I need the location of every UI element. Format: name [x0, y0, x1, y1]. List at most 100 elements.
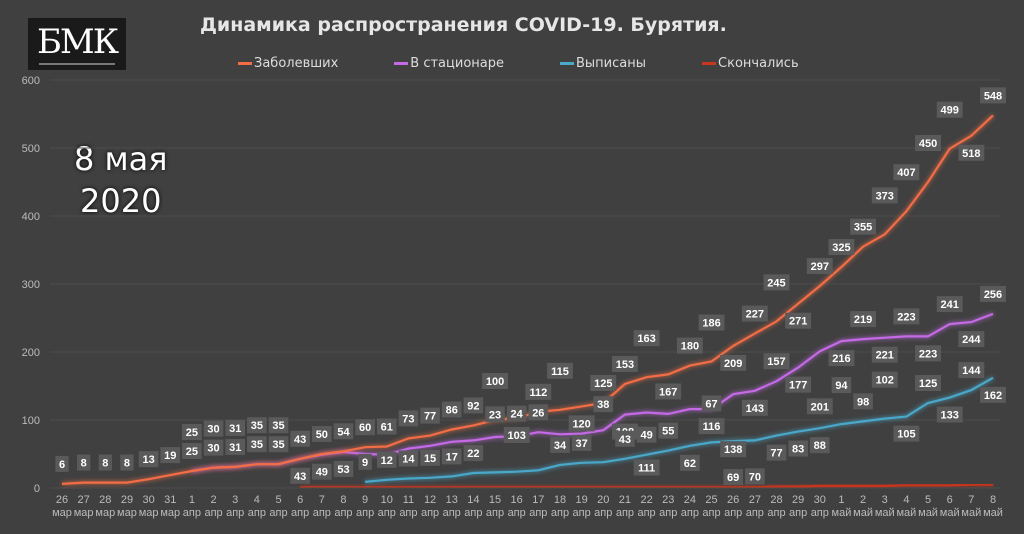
- date-line-1: 8 мая: [74, 140, 168, 178]
- data-label-box: [593, 396, 614, 413]
- x-tick-day: 8: [990, 494, 996, 506]
- data-label-text: 221: [876, 350, 894, 362]
- data-label-box: [871, 187, 898, 204]
- x-tick-month: апр: [637, 507, 655, 519]
- y-tick-label: 100: [22, 415, 40, 427]
- x-tick-month: апр: [248, 507, 266, 519]
- data-label-text: 54: [337, 426, 350, 438]
- data-label: 19: [160, 447, 181, 464]
- legend-swatch: [702, 62, 717, 65]
- x-tick-day: 6: [297, 494, 303, 506]
- data-label-text: 100: [486, 376, 504, 388]
- data-label-text: 43: [294, 471, 306, 483]
- data-label: 50: [312, 426, 332, 442]
- legend-item: Заболевших: [238, 56, 338, 71]
- data-label-text: 38: [597, 399, 609, 411]
- data-label-box: [247, 436, 267, 453]
- x-tick-day: 26: [56, 494, 68, 506]
- data-label-box: [853, 393, 873, 410]
- legend-label: В стационаре: [410, 56, 504, 71]
- data-label-box: [655, 383, 682, 400]
- data-label: 241: [936, 296, 963, 313]
- x-tick-day: 15: [489, 494, 501, 506]
- data-label-box: [463, 445, 484, 462]
- data-label-box: [658, 422, 679, 439]
- x-tick-month: апр: [399, 507, 417, 519]
- x-tick-month: апр: [356, 507, 374, 519]
- data-label-text: 241: [941, 299, 959, 311]
- data-label-box: [138, 451, 159, 468]
- data-label-box: [633, 459, 660, 476]
- data-label-box: [936, 406, 963, 423]
- data-label-box: [77, 454, 91, 471]
- x-tick-day: 11: [403, 494, 414, 506]
- data-label-text: 227: [746, 309, 764, 321]
- data-label: 450: [915, 135, 941, 151]
- x-tick-month: май: [940, 507, 960, 519]
- data-label-box: [441, 448, 462, 465]
- data-label-box: [871, 346, 898, 363]
- data-label: 70: [745, 468, 765, 485]
- data-label-text: 13: [142, 454, 154, 466]
- data-label-text: 50: [316, 429, 328, 441]
- data-label-text: 144: [962, 365, 981, 377]
- x-tick-month: апр: [334, 507, 352, 519]
- data-label-box: [290, 430, 310, 447]
- chart-title: Динамика распространения COVID-19. Бурят…: [200, 14, 727, 36]
- data-label: 94: [831, 377, 852, 394]
- data-label-box: [915, 345, 941, 362]
- data-label-text: 23: [489, 409, 501, 421]
- data-label-text: 25: [186, 427, 198, 439]
- x-tick-month: апр: [573, 507, 591, 519]
- x-tick-day: 27: [78, 494, 90, 506]
- data-label: 17: [441, 448, 462, 465]
- data-label-box: [915, 375, 941, 391]
- x-tick-month: апр: [811, 507, 829, 519]
- data-label-box: [420, 407, 440, 424]
- x-tick-month: май: [983, 507, 1003, 519]
- series-line: [191, 312, 994, 473]
- data-label-text: 67: [705, 398, 717, 410]
- data-label-box: [958, 144, 985, 161]
- logo-mark: БМК: [36, 21, 119, 62]
- data-label-text: 115: [551, 366, 569, 378]
- data-label-text: 94: [835, 380, 848, 392]
- data-label-box: [936, 101, 963, 118]
- x-tick-day: 28: [770, 494, 782, 506]
- data-label: 8: [120, 454, 134, 471]
- data-label: 325: [828, 239, 855, 255]
- x-tick-day: 18: [554, 494, 566, 506]
- x-tick-month: мар: [52, 507, 72, 519]
- x-tick-month: апр: [659, 507, 677, 519]
- date-line-2: 2020: [80, 182, 162, 220]
- data-label-box: [871, 371, 898, 388]
- data-label-text: 77: [424, 411, 436, 423]
- x-tick-day: 31: [164, 494, 176, 506]
- data-label-box: [766, 444, 787, 461]
- y-tick-label: 400: [22, 211, 40, 223]
- x-tick-day: 29: [121, 494, 133, 506]
- data-label-box: [828, 239, 855, 255]
- data-label-box: [893, 164, 920, 181]
- data-label: 125: [915, 375, 941, 391]
- x-tick-day: 23: [662, 494, 674, 506]
- data-label-box: [182, 424, 202, 440]
- data-label-text: 15: [424, 453, 436, 465]
- data-label: 271: [785, 312, 812, 329]
- data-label-box: [980, 285, 1006, 302]
- data-label: 548: [980, 87, 1006, 104]
- data-label-box: [482, 373, 508, 389]
- x-tick-day: 9: [362, 494, 368, 506]
- x-tick-day: 10: [381, 494, 393, 506]
- data-label-box: [203, 439, 224, 456]
- data-label-text: 25: [186, 446, 198, 458]
- data-label: 111: [633, 459, 660, 476]
- data-label-box: [958, 362, 985, 379]
- x-tick-day: 24: [684, 494, 696, 506]
- data-label-text: 407: [897, 167, 915, 179]
- data-label: 105: [893, 425, 920, 442]
- data-label-box: [376, 418, 397, 435]
- data-label: 297: [806, 258, 833, 275]
- x-tick-day: 1: [838, 494, 844, 506]
- x-tick-day: 3: [232, 494, 238, 506]
